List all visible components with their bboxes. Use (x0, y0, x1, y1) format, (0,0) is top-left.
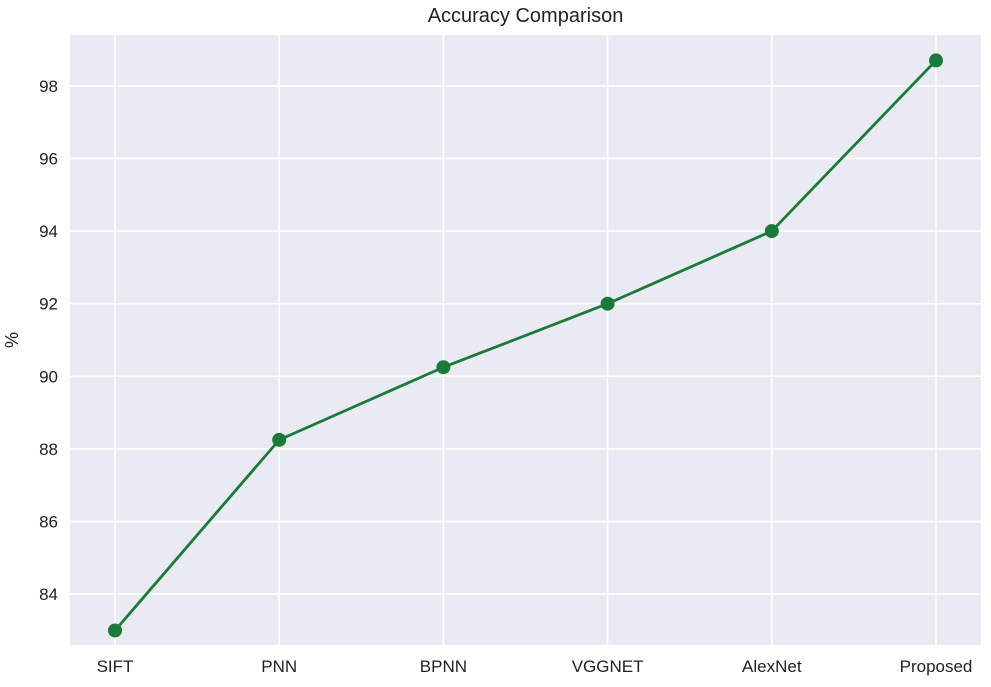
chart-title: Accuracy Comparison (428, 5, 624, 27)
data-point-bpnn (436, 360, 451, 375)
series-line (113, 59, 938, 632)
y-tick-label: 90 (39, 367, 58, 386)
data-point-alexnet (764, 224, 779, 239)
plot-area (70, 35, 981, 645)
x-tick-label: Proposed (900, 657, 973, 676)
data-point-pnn (272, 432, 287, 447)
y-tick-label: 92 (39, 295, 58, 314)
y-axis-label: % (2, 332, 22, 348)
data-point-proposed (929, 53, 943, 68)
y-tick-label: 94 (39, 222, 58, 241)
x-tick-label: BPNN (420, 657, 467, 676)
series-layer (108, 53, 943, 638)
y-tick-label: 88 (39, 440, 58, 459)
x-tick-label: SIFT (97, 657, 134, 676)
y-tick-labels: 84 86 88 90 92 94 96 98 (39, 77, 58, 604)
data-point-vggnet (600, 296, 615, 311)
grid-lines (70, 35, 981, 645)
x-tick-label: AlexNet (742, 657, 802, 676)
y-tick-label: 98 (39, 77, 58, 96)
y-tick-label: 86 (39, 513, 58, 532)
x-tick-label: PNN (261, 657, 297, 676)
y-tick-label: 96 (39, 149, 58, 168)
x-tick-label: VGGNET (572, 657, 644, 676)
data-point-sift (108, 623, 122, 638)
x-tick-labels: SIFT PNN BPNN VGGNET AlexNet Proposed (97, 657, 973, 676)
y-tick-label: 84 (39, 585, 58, 604)
